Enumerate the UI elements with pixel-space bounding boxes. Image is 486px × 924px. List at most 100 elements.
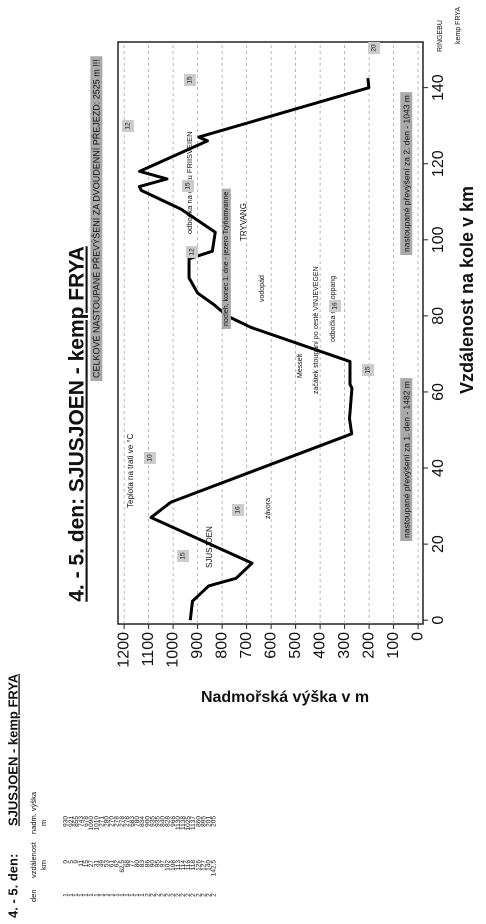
table-cell: 1 — [129, 893, 136, 897]
table-cell: 1 — [68, 893, 75, 897]
elevation-line — [137, 77, 371, 621]
table-cell: 271 — [98, 816, 105, 827]
x-tick-label: 100 — [430, 226, 447, 253]
heading-main: SJUSJOEN - kemp FRYA — [5, 673, 20, 826]
table-cell: 15 — [83, 860, 90, 868]
table-cell: 2 — [190, 893, 197, 897]
table-cell: 1 — [73, 893, 80, 897]
temperature: 16 — [235, 506, 242, 514]
table-cell: 1 — [63, 893, 70, 897]
table-cell: 1130 — [175, 816, 182, 830]
annotation: vodopád — [259, 275, 266, 302]
y-tick-label: 500 — [287, 632, 304, 659]
table-cell: 77 — [129, 860, 136, 868]
table-cell: 95 — [155, 860, 162, 868]
table-cell: 5 — [68, 860, 75, 864]
table-cell: 1025 — [185, 816, 192, 831]
plot-frame — [117, 41, 424, 625]
annotation-box — [90, 56, 103, 381]
y-tick-label: 700 — [238, 632, 255, 659]
table-cell: 1010 — [93, 816, 100, 831]
table-header: km — [39, 860, 48, 870]
table-cell: 683 — [129, 816, 136, 827]
table-cell: 108 — [170, 860, 177, 871]
table-cell: 935 — [149, 816, 156, 827]
table-cell: 90 — [149, 860, 156, 868]
table-cell: 828 — [165, 816, 172, 827]
y-tick-label: 900 — [189, 632, 206, 659]
table-cell: 1090 — [88, 816, 95, 831]
table-cell: 678 — [83, 816, 90, 827]
table-cell: 270 — [109, 816, 116, 827]
table-cell: 62 — [114, 860, 121, 868]
table-cell: 102 — [165, 860, 172, 871]
temperature-box — [186, 246, 198, 258]
table-cell: 278 — [124, 816, 131, 827]
temperature-box — [362, 364, 374, 376]
annotation: SJUSJOEN — [205, 526, 214, 568]
table-cell: 1 — [104, 893, 111, 897]
table-cell: 840 — [160, 816, 167, 827]
heading-prefix: 4. - 5. den: — [5, 854, 20, 918]
table-cell: 278 — [119, 816, 126, 827]
temperature: 15 — [187, 76, 194, 84]
temperature: 12 — [189, 248, 196, 256]
table-cell: 2 — [180, 893, 187, 897]
table-cell: 116 — [185, 860, 192, 871]
y-tick-label: 100 — [385, 632, 402, 659]
table-cell: 68 — [124, 860, 131, 868]
table-cell: 1 — [124, 893, 131, 897]
table-cell: 83 — [139, 860, 146, 868]
table-cell: 31 — [93, 860, 100, 868]
table-cell: 2 — [149, 893, 156, 897]
annotation: kemp FRYA — [455, 7, 462, 44]
table-cell: 126 — [195, 860, 202, 871]
y-tick-label: 600 — [262, 632, 279, 659]
table-cell: 780 — [134, 816, 141, 827]
temperature: 10 — [147, 454, 154, 462]
table-cell: 1 — [114, 893, 121, 897]
table-cell: 53 — [104, 860, 111, 868]
temperature: 15 — [185, 182, 192, 190]
y-tick-label: 400 — [311, 632, 328, 659]
temperature-box — [368, 42, 380, 54]
table-cell: 113 — [175, 860, 182, 871]
table-cell: 2 — [165, 893, 172, 897]
annotation: TRYVANG — [239, 203, 248, 241]
y-tick-label: 200 — [360, 632, 377, 659]
y-tick-label: 1200 — [115, 632, 132, 668]
chart-title: 4. - 5. den: SJUSJOEN - kemp FRYA — [66, 246, 89, 602]
annotation: nastoupané převýšení za 1. den - 1482 m — [401, 381, 411, 538]
table-cell: 1 — [139, 893, 146, 897]
annotation-box — [221, 188, 231, 329]
annotation-box — [400, 378, 413, 541]
table-cell: 2 — [185, 893, 192, 897]
table-cell: 61 — [109, 860, 116, 868]
table-cell: 1138 — [180, 816, 187, 830]
temperature: 12 — [125, 122, 132, 130]
annotation: Messelt — [297, 354, 304, 378]
x-tick-label: 120 — [430, 150, 447, 177]
annotation: nastoupané převýšení za 2. den - 1043 m — [401, 95, 411, 252]
table-cell: 280 — [104, 816, 111, 827]
x-tick-label: 0 — [430, 616, 447, 625]
table-cell: 855 — [73, 816, 80, 827]
table-cell: 80 — [134, 860, 141, 868]
table-cell: 1 — [93, 893, 100, 897]
table-cell: 97 — [160, 860, 167, 868]
x-tick-label: 140 — [430, 74, 447, 101]
temperature-box — [144, 452, 156, 464]
table-cell: 895 — [200, 816, 207, 827]
y-tick-label: 1100 — [140, 632, 157, 667]
table-cell: 2 — [144, 893, 151, 897]
x-tick-label: 20 — [430, 535, 447, 553]
table-cell: 205 — [211, 816, 218, 827]
temperature: 20 — [371, 44, 378, 52]
table-cell: 2 — [155, 893, 162, 897]
temperature-box — [232, 504, 244, 516]
temperature-box — [184, 74, 196, 86]
x-tick-label: 80 — [430, 307, 447, 325]
table-cell: 27 — [88, 860, 95, 868]
